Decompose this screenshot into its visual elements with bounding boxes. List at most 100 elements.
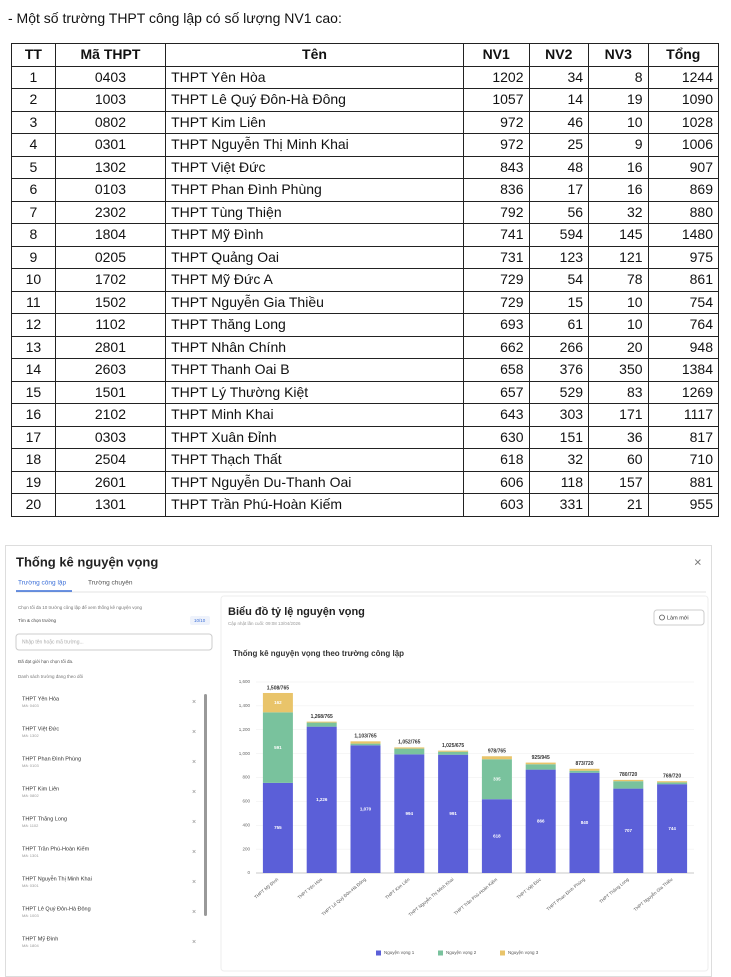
search-input[interactable] [15,633,213,651]
remove-button[interactable]: × [192,789,196,796]
bar-total-label: 1,268/765 [311,714,333,720]
table-row: 12 1102 THPT Thăng Long 693 61 10 764 [11,313,720,337]
remove-button[interactable]: × [192,879,196,886]
cell: 693 [462,313,530,337]
cell: THPT Minh Khai [165,403,464,427]
bar-segment [306,722,337,727]
y-tick-label: 200 [242,846,250,851]
cell: 16 [11,403,56,427]
bar-segment [438,750,469,752]
bar-segment [569,768,600,771]
cell: 303 [528,403,590,427]
cell: 1090 [647,88,720,112]
tab[interactable]: Trường công lập [18,580,67,587]
bar-segment [613,781,644,789]
cell: 972 [462,133,530,157]
close-button[interactable]: × [694,554,702,569]
cell: 83 [588,380,649,404]
remove-button[interactable]: × [192,759,196,766]
chart-panel-title: Biểu đồ tỷ lệ nguyện vọng [228,606,365,618]
cell: 1102 [54,313,167,337]
cell: THPT Nguyễn Du-Thanh Oai [165,470,464,494]
table-row: 5 1302 THPT Việt Đức 843 48 16 907 [11,155,720,179]
bar-segment [525,762,556,765]
cell: 618 [462,448,530,472]
cell: 2302 [54,200,167,224]
table-row: 8 1804 THPT Mỹ Đình 741 594 145 1480 [11,223,720,247]
bar-total-label: 978/765 [488,749,506,755]
cell: 658 [462,358,530,382]
cell: THPT Mỹ Đình [165,223,464,247]
cell: 2504 [54,448,167,472]
cell: 17 [11,425,56,449]
table-row: 7 2302 THPT Tùng Thiện 792 56 32 880 [11,200,720,224]
y-tick-label: 400 [242,822,250,827]
refresh-label: Làm mới [667,615,689,621]
legend-swatch [438,950,443,956]
cell: 1702 [54,268,167,292]
remove-button[interactable]: × [192,939,196,946]
table-row: 2 1003 THPT Lê Quý Đôn-Hà Đông 1057 14 19 1090 [11,88,720,112]
school-code: Mã: 0802 [22,793,39,798]
cell: 2601 [54,470,167,494]
cell: 1202 [462,65,530,89]
school-name: THPT Thăng Long [22,816,67,822]
cell: THPT Tùng Thiện [165,200,464,224]
tab[interactable]: Trường chuyên [88,580,133,587]
school-name: THPT Việt Đức [22,726,59,732]
table-row: 1 0403 THPT Yên Hòa 1202 34 8 1244 [11,65,720,89]
cell: 48 [528,155,590,179]
cell: THPT Phan Đình Phùng [165,178,464,202]
refresh-button[interactable] [653,609,705,626]
bar-segment [613,788,644,873]
cell: 817 [647,425,720,449]
cell: 843 [462,155,530,179]
bar-segment [262,692,293,713]
table-row: 20 1301 THPT Trần Phú-Hoàn Kiếm 603 331 21 955 [11,493,720,517]
remove-button[interactable]: × [192,909,196,916]
remove-button[interactable]: × [192,819,196,826]
bar-segment [306,721,337,723]
cell: 869 [647,178,720,202]
cell: 4 [11,133,56,157]
cell: 972 [462,110,530,134]
cell: 0303 [54,425,167,449]
cell: 975 [647,245,720,269]
column-header: Tên [165,43,464,67]
value-label: 1,226 [316,797,328,802]
school-code: Mã: 1301 [22,853,39,858]
cell: 606 [462,470,530,494]
cell: 20 [588,335,649,359]
cell: 14 [11,358,56,382]
cell: 157 [588,470,649,494]
cell: 11 [11,290,56,314]
bar-segment [525,764,556,770]
cell: 78 [588,268,649,292]
column-header: Mã THPT [54,43,167,67]
cell: 764 [647,313,720,337]
cell: 10 [588,290,649,314]
cell: 1480 [647,223,720,247]
value-label: 591 [274,745,282,750]
remove-button[interactable]: × [192,729,196,736]
cell: 15 [528,290,590,314]
bar-segment [350,745,381,873]
limit-note: Đã đạt giới hạn chọn tối đa. [18,659,73,664]
cell: THPT Yên Hòa [165,65,464,89]
cell: 1269 [647,380,720,404]
remove-button[interactable]: × [192,699,196,706]
bar-total-label: 1,103/765 [354,734,376,740]
cell: THPT Mỹ Đức A [165,268,464,292]
school-code: Mã: 1102 [22,823,39,828]
cell: 731 [462,245,530,269]
remove-button[interactable]: × [192,849,196,856]
bar-segment [394,747,425,749]
cell: 881 [647,470,720,494]
table-row: 4 0301 THPT Nguyễn Thị Minh Khai 972 25 9 1006 [11,133,720,157]
cell: THPT Thạch Thất [165,448,464,472]
bar-segment [306,726,337,873]
refresh-icon [659,614,665,621]
bar-total-label: 780/720 [619,772,637,778]
cell: THPT Nhân Chính [165,335,464,359]
count-badge [190,616,210,625]
